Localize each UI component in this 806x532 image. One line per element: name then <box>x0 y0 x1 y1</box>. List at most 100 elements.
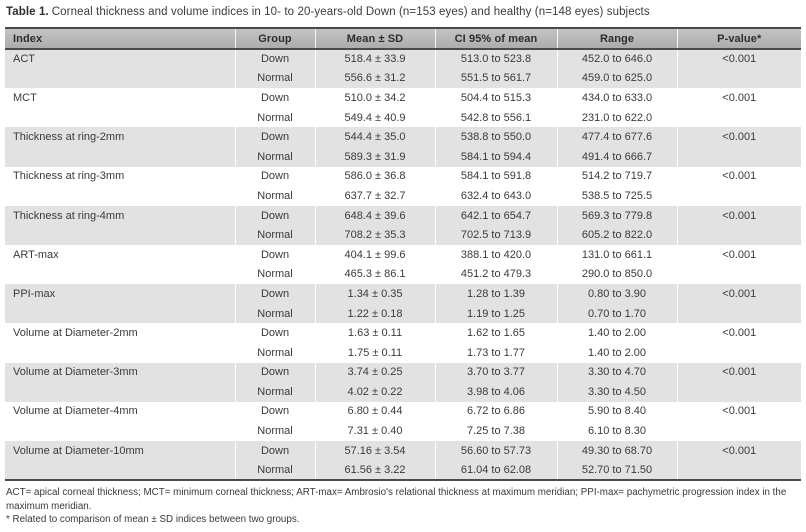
table-row: Volume at Diameter-4mm Down 6.80 ± 0.44 6.7… <box>5 401 801 422</box>
index-cell: MCT <box>13 91 37 104</box>
range-cell: 231.0 to 622.0 <box>556 107 677 128</box>
group-cell: Down <box>234 49 315 69</box>
table-row: ACT Down 518.4 ± 33.9 513.0 to 523.8 452.0 t… <box>5 49 801 69</box>
group-cell: Down <box>234 440 315 461</box>
mean-sd-cell: 1.22 ± 0.18 <box>314 303 435 324</box>
table-row: Thickness at ring-2mm Down 544.4 ± 35.0 538… <box>5 127 801 147</box>
table-row: Thickness at ring-4mm Down 648.4 ± 39.6 642… <box>5 205 801 226</box>
index-cell <box>5 303 235 324</box>
group-cell: Down <box>234 284 315 304</box>
mean-sd-cell: 1.75 ± 0.11 <box>314 342 435 363</box>
index-cell: ACT <box>5 49 235 69</box>
pvalue-cell <box>676 460 801 482</box>
col-header-index: Index <box>5 27 235 50</box>
group-cell: Down <box>234 323 315 343</box>
index-cell: Volume at Diameter-10mm <box>5 440 235 461</box>
index-cell <box>5 265 235 285</box>
group-cell: Normal <box>234 460 315 482</box>
ci95-cell: 504.4 to 515.3 <box>434 88 557 108</box>
table-row: Volume at Diameter-2mm Down 1.63 ± 0.11 1.6… <box>5 323 801 343</box>
ci95-cell: 632.4 to 643.0 <box>434 186 557 206</box>
index-cell: Thickness at ring-2mm <box>5 127 235 147</box>
ci95-cell: 513.0 to 523.8 <box>434 49 557 69</box>
index-cell: Volume at Diameter-4mm <box>13 405 138 418</box>
pvalue-cell <box>676 303 801 324</box>
pvalue-cell: <0.001 <box>676 205 801 226</box>
pvalue-cell <box>676 107 801 128</box>
range-cell: 290.0 to 850.0 <box>556 264 677 285</box>
pvalue-cell <box>676 146 801 167</box>
mean-sd-cell: 648.4 ± 39.6 <box>314 205 435 226</box>
ci95-cell: 7.25 to 7.38 <box>434 421 557 441</box>
range-cell: 3.30 to 4.50 <box>556 382 677 402</box>
range-cell: 6.10 to 8.30 <box>556 421 677 441</box>
group-cell: Down <box>234 127 315 147</box>
col-header-group: Group <box>234 27 315 50</box>
range-cell: 491.4 to 666.7 <box>556 146 677 167</box>
table-row: Normal 7.31 ± 0.40 7.25 to 7.38 6.10 to 8.3… <box>5 421 801 441</box>
mean-sd-cell: 549.4 ± 40.9 <box>314 107 435 128</box>
range-cell: 434.0 to 633.0 <box>556 88 677 108</box>
table-caption-text: Corneal thickness and volume indices in … <box>51 6 650 18</box>
range-cell: 52.70 to 71.50 <box>556 460 677 482</box>
range-cell: 1.40 to 2.00 <box>556 323 677 343</box>
range-cell: 459.0 to 625.0 <box>556 68 677 89</box>
index-cell: PPI-max <box>5 284 235 304</box>
pvalue-cell: <0.001 <box>676 244 801 265</box>
range-cell: 0.70 to 1.70 <box>556 303 677 324</box>
range-cell: 1.40 to 2.00 <box>556 342 677 363</box>
mean-sd-cell: 6.80 ± 0.44 <box>314 401 435 422</box>
pvalue-cell: <0.001 <box>676 88 801 108</box>
index-cell <box>5 146 235 167</box>
header-row: Index Group Mean ± SD CI 95% of mean Ran… <box>5 27 801 50</box>
index-cell <box>5 225 235 245</box>
ci95-cell: 1.62 to 1.65 <box>434 323 557 343</box>
group-cell: Normal <box>234 421 315 441</box>
range-cell: 569.3 to 779.8 <box>556 205 677 226</box>
mean-sd-cell: 1.63 ± 0.11 <box>314 323 435 343</box>
group-cell: Normal <box>234 186 315 206</box>
ci95-cell: 6.72 to 6.86 <box>434 401 557 422</box>
table-header: Index Group Mean ± SD CI 95% of mean Ran… <box>5 27 801 50</box>
index-cell: Thickness at ring-3mm <box>13 170 125 183</box>
ci95-cell: 551.5 to 561.7 <box>434 68 557 89</box>
ci95-cell: 1.73 to 1.77 <box>434 342 557 363</box>
index-cell: ART-max <box>13 248 59 261</box>
table-row: Normal 1.75 ± 0.11 1.73 to 1.77 1.40 to 2.0… <box>5 342 801 363</box>
index-cell <box>5 186 235 206</box>
table-row: MCT Down 510.0 ± 34.2 504.4 to 515.3 434.0 t… <box>5 88 801 108</box>
ci95-cell: 388.1 to 420.0 <box>434 244 557 265</box>
ci95-cell: 542.8 to 556.1 <box>434 107 557 128</box>
index-cell: Thickness at ring-4mm <box>5 205 235 226</box>
col-header-pvalue: P-value* <box>676 27 801 50</box>
table-row: Thickness at ring-3mm Down 586.0 ± 36.8 584… <box>5 166 801 187</box>
pvalue-cell <box>676 186 801 206</box>
pvalue-cell: <0.001 <box>676 127 801 147</box>
ci95-cell: 642.1 to 654.7 <box>434 205 557 226</box>
ci95-cell: 584.1 to 594.4 <box>434 146 557 167</box>
table-row: Normal 465.3 ± 86.1 451.2 to 479.3 290.0 to… <box>5 264 801 285</box>
ci95-cell: 61.04 to 62.08 <box>434 460 557 482</box>
pvalue-cell <box>676 68 801 89</box>
range-cell: 3.30 to 4.70 <box>556 362 677 383</box>
ci95-cell: 702.5 to 713.9 <box>434 225 557 245</box>
table-row: Normal 637.7 ± 32.7 632.4 to 643.0 538.5 to… <box>5 186 801 206</box>
index-cell: Volume at Diameter-2mm <box>13 327 138 340</box>
group-cell: Down <box>234 244 315 265</box>
group-cell: Normal <box>234 225 315 245</box>
table-row: PPI-max Down 1.34 ± 0.35 1.28 to 1.39 0.80 t… <box>5 284 801 304</box>
index-cell: Volume at Diameter-3mm <box>5 362 235 383</box>
mean-sd-cell: 4.02 ± 0.22 <box>314 382 435 402</box>
asterisk-note: * Related to comparison of mean ± SD ind… <box>6 514 300 526</box>
pvalue-cell: <0.001 <box>676 166 801 187</box>
mean-sd-cell: 465.3 ± 86.1 <box>314 264 435 285</box>
pvalue-cell <box>676 225 801 245</box>
pvalue-cell <box>676 264 801 285</box>
pvalue-cell: <0.001 <box>676 362 801 383</box>
index-cell <box>5 421 235 441</box>
table-row: Normal 1.22 ± 0.18 1.19 to 1.25 0.70 to 1.7… <box>5 303 801 324</box>
group-cell: Normal <box>234 382 315 402</box>
table-caption-label: Table 1. <box>6 6 49 18</box>
index-cell <box>5 108 235 128</box>
